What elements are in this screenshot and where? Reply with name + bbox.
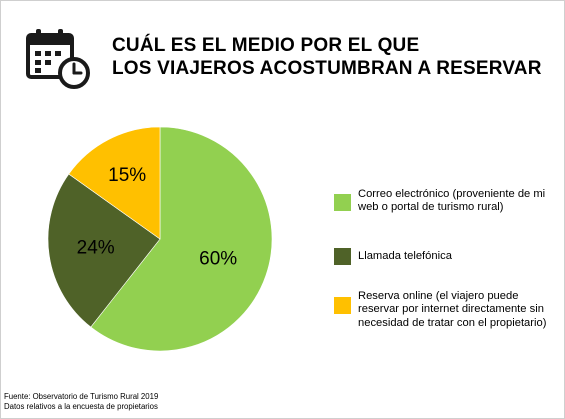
legend-label-email: Correo electrónico (proveniente de mi we… [358, 188, 546, 214]
legend-swatch-email [334, 194, 351, 211]
legend-swatch-phone [334, 248, 351, 265]
pie-slice-online [68, 126, 161, 240]
legend-label-online: Reserva online (el viajero puede reserva… [358, 290, 547, 329]
pie-label-email: 60% [199, 249, 237, 270]
pie-label-phone: 24% [77, 238, 115, 259]
pie-slice-phone [47, 173, 161, 328]
source-note: Fuente: Observatorio de Turismo Rural 20… [4, 392, 158, 412]
calendar-clock-icon [26, 29, 90, 89]
source-line-2: Datos relativos a la encuesta de propiet… [4, 402, 158, 411]
legend-label-phone: Llamada telefónica [358, 250, 452, 262]
pie-slice-email [90, 126, 273, 352]
legend-swatch-online [334, 297, 351, 314]
pie-label-online: 15% [108, 165, 146, 186]
chart-title: CUÁL ES EL MEDIO POR EL QUE LOS VIAJEROS… [112, 34, 542, 80]
source-line-1: Fuente: Observatorio de Turismo Rural 20… [4, 392, 159, 401]
chart-title-line-2: LOS VIAJEROS ACOSTUMBRAN A RESERVAR [112, 58, 542, 79]
chart-title-line-1: CUÁL ES EL MEDIO POR EL QUE [112, 35, 420, 56]
pie-chart: 60% 24% 15% [47, 126, 273, 352]
